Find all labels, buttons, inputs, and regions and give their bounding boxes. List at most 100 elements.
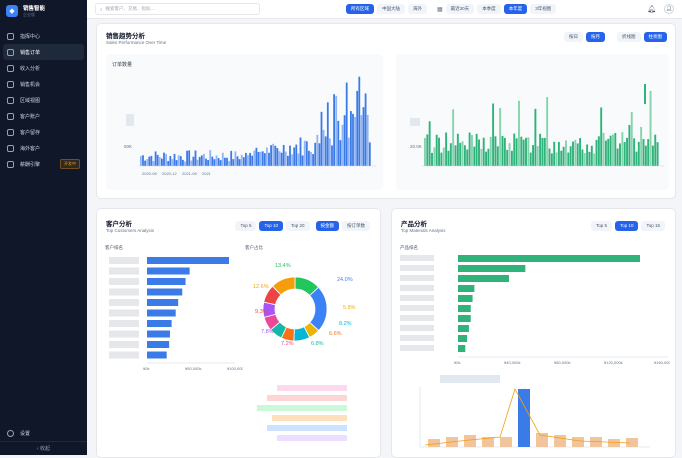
trend-bar xyxy=(496,146,499,166)
trend-bar xyxy=(428,121,431,166)
product-toggles: Top 5 Top 10 Top 15 xyxy=(590,221,665,231)
status-badge: 开发中 xyxy=(60,159,80,169)
avatar[interactable]: 👤︎ xyxy=(664,4,674,14)
trend-bar xyxy=(295,144,298,166)
donut-slice xyxy=(309,286,328,332)
trend-bar xyxy=(152,161,155,166)
bell-icon[interactable]: 🔔︎ xyxy=(647,6,656,13)
product-topn-tab-2[interactable]: Top 15 xyxy=(641,221,665,231)
trend-bar xyxy=(473,146,476,166)
donut-label: 7.8% xyxy=(261,329,274,335)
trend-bar xyxy=(541,138,544,166)
trend-bar xyxy=(501,135,504,166)
trend-bar xyxy=(329,138,331,166)
x-tick-label: ¥0k xyxy=(143,366,149,371)
blurred-category-label xyxy=(109,267,139,275)
trend-bar xyxy=(548,148,551,166)
collapse-button[interactable]: ‹ 收起 xyxy=(0,441,87,455)
sidebar-item-0[interactable]: 指挥中心 xyxy=(0,28,87,44)
sidebar-item-8[interactable]: 薪酬引擎 开发中 xyxy=(0,156,87,172)
trend-bar xyxy=(431,152,433,166)
sidebar-item-3[interactable]: 销售机会 xyxy=(0,76,87,92)
sidebar-item-7[interactable]: 海外客户 xyxy=(0,140,87,156)
chart-type-tab-0[interactable]: 折线图 xyxy=(617,32,641,42)
trend-bar xyxy=(331,145,333,166)
trend-bar xyxy=(442,147,445,166)
customer-topn-tab-0[interactable]: Top 5 xyxy=(235,221,257,231)
trend-bar xyxy=(287,155,289,166)
customer-mode-tab-1[interactable]: 按订单数 xyxy=(342,221,370,231)
logo-icon: ◆ xyxy=(6,5,18,17)
sidebar-item-settings[interactable]: 设置 xyxy=(0,425,87,441)
trend-bar xyxy=(590,145,593,166)
product-topn-tab-0[interactable]: Top 5 xyxy=(590,221,612,231)
customer-bar xyxy=(147,309,176,317)
sidebar-item-5[interactable]: 客户账户 xyxy=(0,108,87,124)
granularity-tab-0[interactable]: 按日 xyxy=(564,32,583,42)
customer-mode-tab-0[interactable]: 按金额 xyxy=(315,221,339,231)
trend-bar xyxy=(358,76,361,166)
trend-bar xyxy=(167,161,170,166)
chart-type-tab-1[interactable]: 柱状图 xyxy=(643,32,667,42)
trend-bar xyxy=(200,155,203,166)
trend-icon xyxy=(7,64,14,72)
document-icon xyxy=(7,48,14,56)
trend-bar xyxy=(182,159,184,166)
product-topn-tab-1[interactable]: Top 10 xyxy=(614,221,639,231)
region-tab-1[interactable]: 中国大陆 xyxy=(377,4,405,14)
x-tick-label: ¥120,000k xyxy=(604,360,623,365)
combo-bar xyxy=(554,435,566,447)
trend-bar xyxy=(303,140,306,166)
blurred-category-label xyxy=(109,309,139,317)
trend-bar xyxy=(163,152,165,166)
trend-bar xyxy=(177,155,180,166)
donut-label: 9.3% xyxy=(255,309,268,315)
trend-bar xyxy=(579,138,581,166)
customer-analysis-card: 客户分析 Top Customers Analysis Top 5 Top 10 T… xyxy=(96,208,381,458)
region-tab-2[interactable]: 海外 xyxy=(408,4,427,14)
period-tab-1[interactable]: 本季度 xyxy=(477,4,501,14)
sidebar-item-6[interactable]: 客户留存 xyxy=(0,124,87,140)
trend-bar xyxy=(520,136,523,166)
sidebar: ◆ 销售智能 企业版 指挥中心 销售订单 收入分析 销售机会 区域视图 客户账户 客户留存海… xyxy=(0,0,87,455)
trend-subtitle: Sales Performance Over Time xyxy=(106,40,167,45)
trend-bar xyxy=(621,132,624,166)
granularity-tab-1[interactable]: 按月 xyxy=(586,32,605,42)
sidebar-item-label: 指挥中心 xyxy=(20,33,41,40)
sidebar-item-2[interactable]: 收入分析 xyxy=(0,60,87,76)
trend-bar xyxy=(146,159,149,166)
period-tab-0[interactable]: 最近30天 xyxy=(445,4,475,14)
region-tab-0[interactable]: 所有区域 xyxy=(346,4,374,14)
trend-bar xyxy=(461,141,464,166)
trend-bar xyxy=(255,147,258,166)
trend-bar xyxy=(345,82,348,166)
donut-label: 24.0% xyxy=(337,277,353,283)
trend-bar xyxy=(284,151,287,166)
trend-bar xyxy=(354,116,356,166)
trend-bar xyxy=(165,154,167,166)
period-tab-3[interactable]: 3年视图 xyxy=(530,4,557,14)
trend-bar xyxy=(360,115,363,166)
trend-bar xyxy=(263,153,266,166)
trend-bar xyxy=(459,142,462,166)
chart-type-toggle: 折线图 柱状图 xyxy=(617,32,667,42)
trend-bar xyxy=(270,145,272,166)
customer-subtitle: Top Customers Analysis xyxy=(106,228,155,233)
sidebar-item-4[interactable]: 区域视图 xyxy=(0,92,87,108)
trend-bar xyxy=(236,156,239,166)
customer-topn-tab-1[interactable]: Top 10 xyxy=(259,221,283,231)
combo-bar xyxy=(536,433,548,447)
customer-topn-tab-2[interactable]: Top 20 xyxy=(285,221,310,231)
sidebar-item-1[interactable]: 销售订单 xyxy=(3,44,84,60)
product-analysis-card: 产品分析 Top Materials Analysis Top 5 Top 10 T… xyxy=(391,208,676,458)
trend-bar xyxy=(211,156,214,166)
trend-bar xyxy=(245,152,247,166)
trend-bar xyxy=(194,150,197,166)
customer-bar xyxy=(147,257,229,264)
search-input[interactable]: ⌕ 搜索客户、交易、指标... xyxy=(95,3,260,15)
trend-bar xyxy=(219,160,222,166)
trend-bar xyxy=(445,132,448,166)
combo-bar xyxy=(464,435,476,447)
collapse-label: 收起 xyxy=(40,446,51,452)
period-tab-2[interactable]: 本年度 xyxy=(503,4,528,14)
